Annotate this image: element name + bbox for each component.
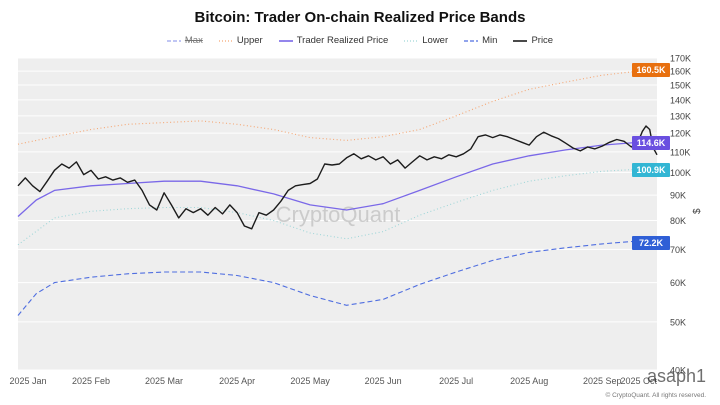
legend-item-price[interactable]: Price	[513, 35, 553, 46]
chart-title: Bitcoin: Trader On-chain Realized Price …	[194, 9, 526, 26]
x-tick-label: 2025 Feb	[72, 376, 110, 386]
x-tick-label: 2025 Sep	[583, 376, 622, 386]
series-line-price	[17, 125, 658, 230]
legend-swatch-upper	[218, 39, 233, 42]
x-tick-label: 2025 Mar	[145, 376, 183, 386]
y-tick-label: 80K	[670, 216, 686, 226]
legend-item-trp[interactable]: Trader Realized Price	[278, 35, 389, 46]
legend-swatch-max	[166, 39, 181, 42]
x-tick-label: 2025 Jul	[439, 376, 473, 386]
y-tick-label: 160K	[670, 67, 691, 77]
value-badge: 114.6K	[632, 136, 670, 151]
series-line-min	[17, 240, 658, 316]
legend-label-lower: Lower	[422, 35, 449, 46]
value-badge: 72.2K	[632, 235, 670, 250]
legend-item-min[interactable]: Min	[464, 35, 497, 46]
series-line-trp	[17, 141, 658, 217]
legend-item-lower[interactable]: Lower	[404, 35, 448, 46]
y-tick-label: 60K	[670, 278, 686, 288]
plot-area	[18, 58, 657, 370]
value-badge: 100.9K	[632, 163, 670, 178]
y-tick-label: 40K	[670, 366, 686, 376]
series-line-lower	[17, 168, 658, 246]
y-tick-label: 170K	[670, 54, 691, 64]
legend-label-max: Max	[184, 35, 203, 46]
x-tick-label: 2025 Apr	[219, 376, 255, 386]
x-tick-label: 2025 May	[290, 376, 330, 386]
y-tick-label: 50K	[670, 317, 686, 327]
y-tick-label: 130K	[670, 111, 691, 121]
y-tick-label: 100K	[670, 168, 691, 178]
legend-swatch-min	[464, 39, 479, 42]
copyright-footer: © CryptoQuant. All rights reserved.	[605, 392, 706, 399]
legend-swatch-trp	[278, 39, 293, 42]
y-tick-label: 90K	[670, 191, 686, 201]
legend-label-price: Price	[531, 35, 554, 46]
legend-item-upper[interactable]: Upper	[218, 35, 263, 46]
y-tick-label: 120K	[670, 129, 691, 139]
y-tick-label: 70K	[670, 245, 686, 255]
x-tick-label: 2025 Oct	[620, 376, 657, 386]
author-watermark: asaph1	[646, 366, 706, 386]
chart-legend[interactable]: Max Upper Trader Realized Price Lower Min Pri…	[0, 35, 720, 46]
x-tick-label: 2025 Jun	[365, 376, 402, 386]
x-tick-label: 2025 Aug	[510, 376, 548, 386]
y-tick-label: 110K	[670, 147, 690, 157]
y-tick-label: 150K	[670, 80, 691, 90]
cryptoquant-watermark: CryptoQuant	[276, 202, 401, 227]
x-tick-label: 2025 Jan	[9, 376, 46, 386]
y-axis-label: $	[692, 208, 703, 214]
legend-swatch-price	[513, 39, 528, 42]
legend-label-min: Min	[482, 35, 498, 46]
legend-label-upper: Upper	[236, 35, 263, 46]
legend-swatch-lower	[404, 39, 419, 42]
legend-label-trp: Trader Realized Price	[296, 35, 389, 46]
legend-item-max[interactable]: Max	[166, 35, 203, 46]
value-badge: 160.5K	[632, 63, 670, 78]
y-tick-label: 140K	[670, 95, 691, 105]
